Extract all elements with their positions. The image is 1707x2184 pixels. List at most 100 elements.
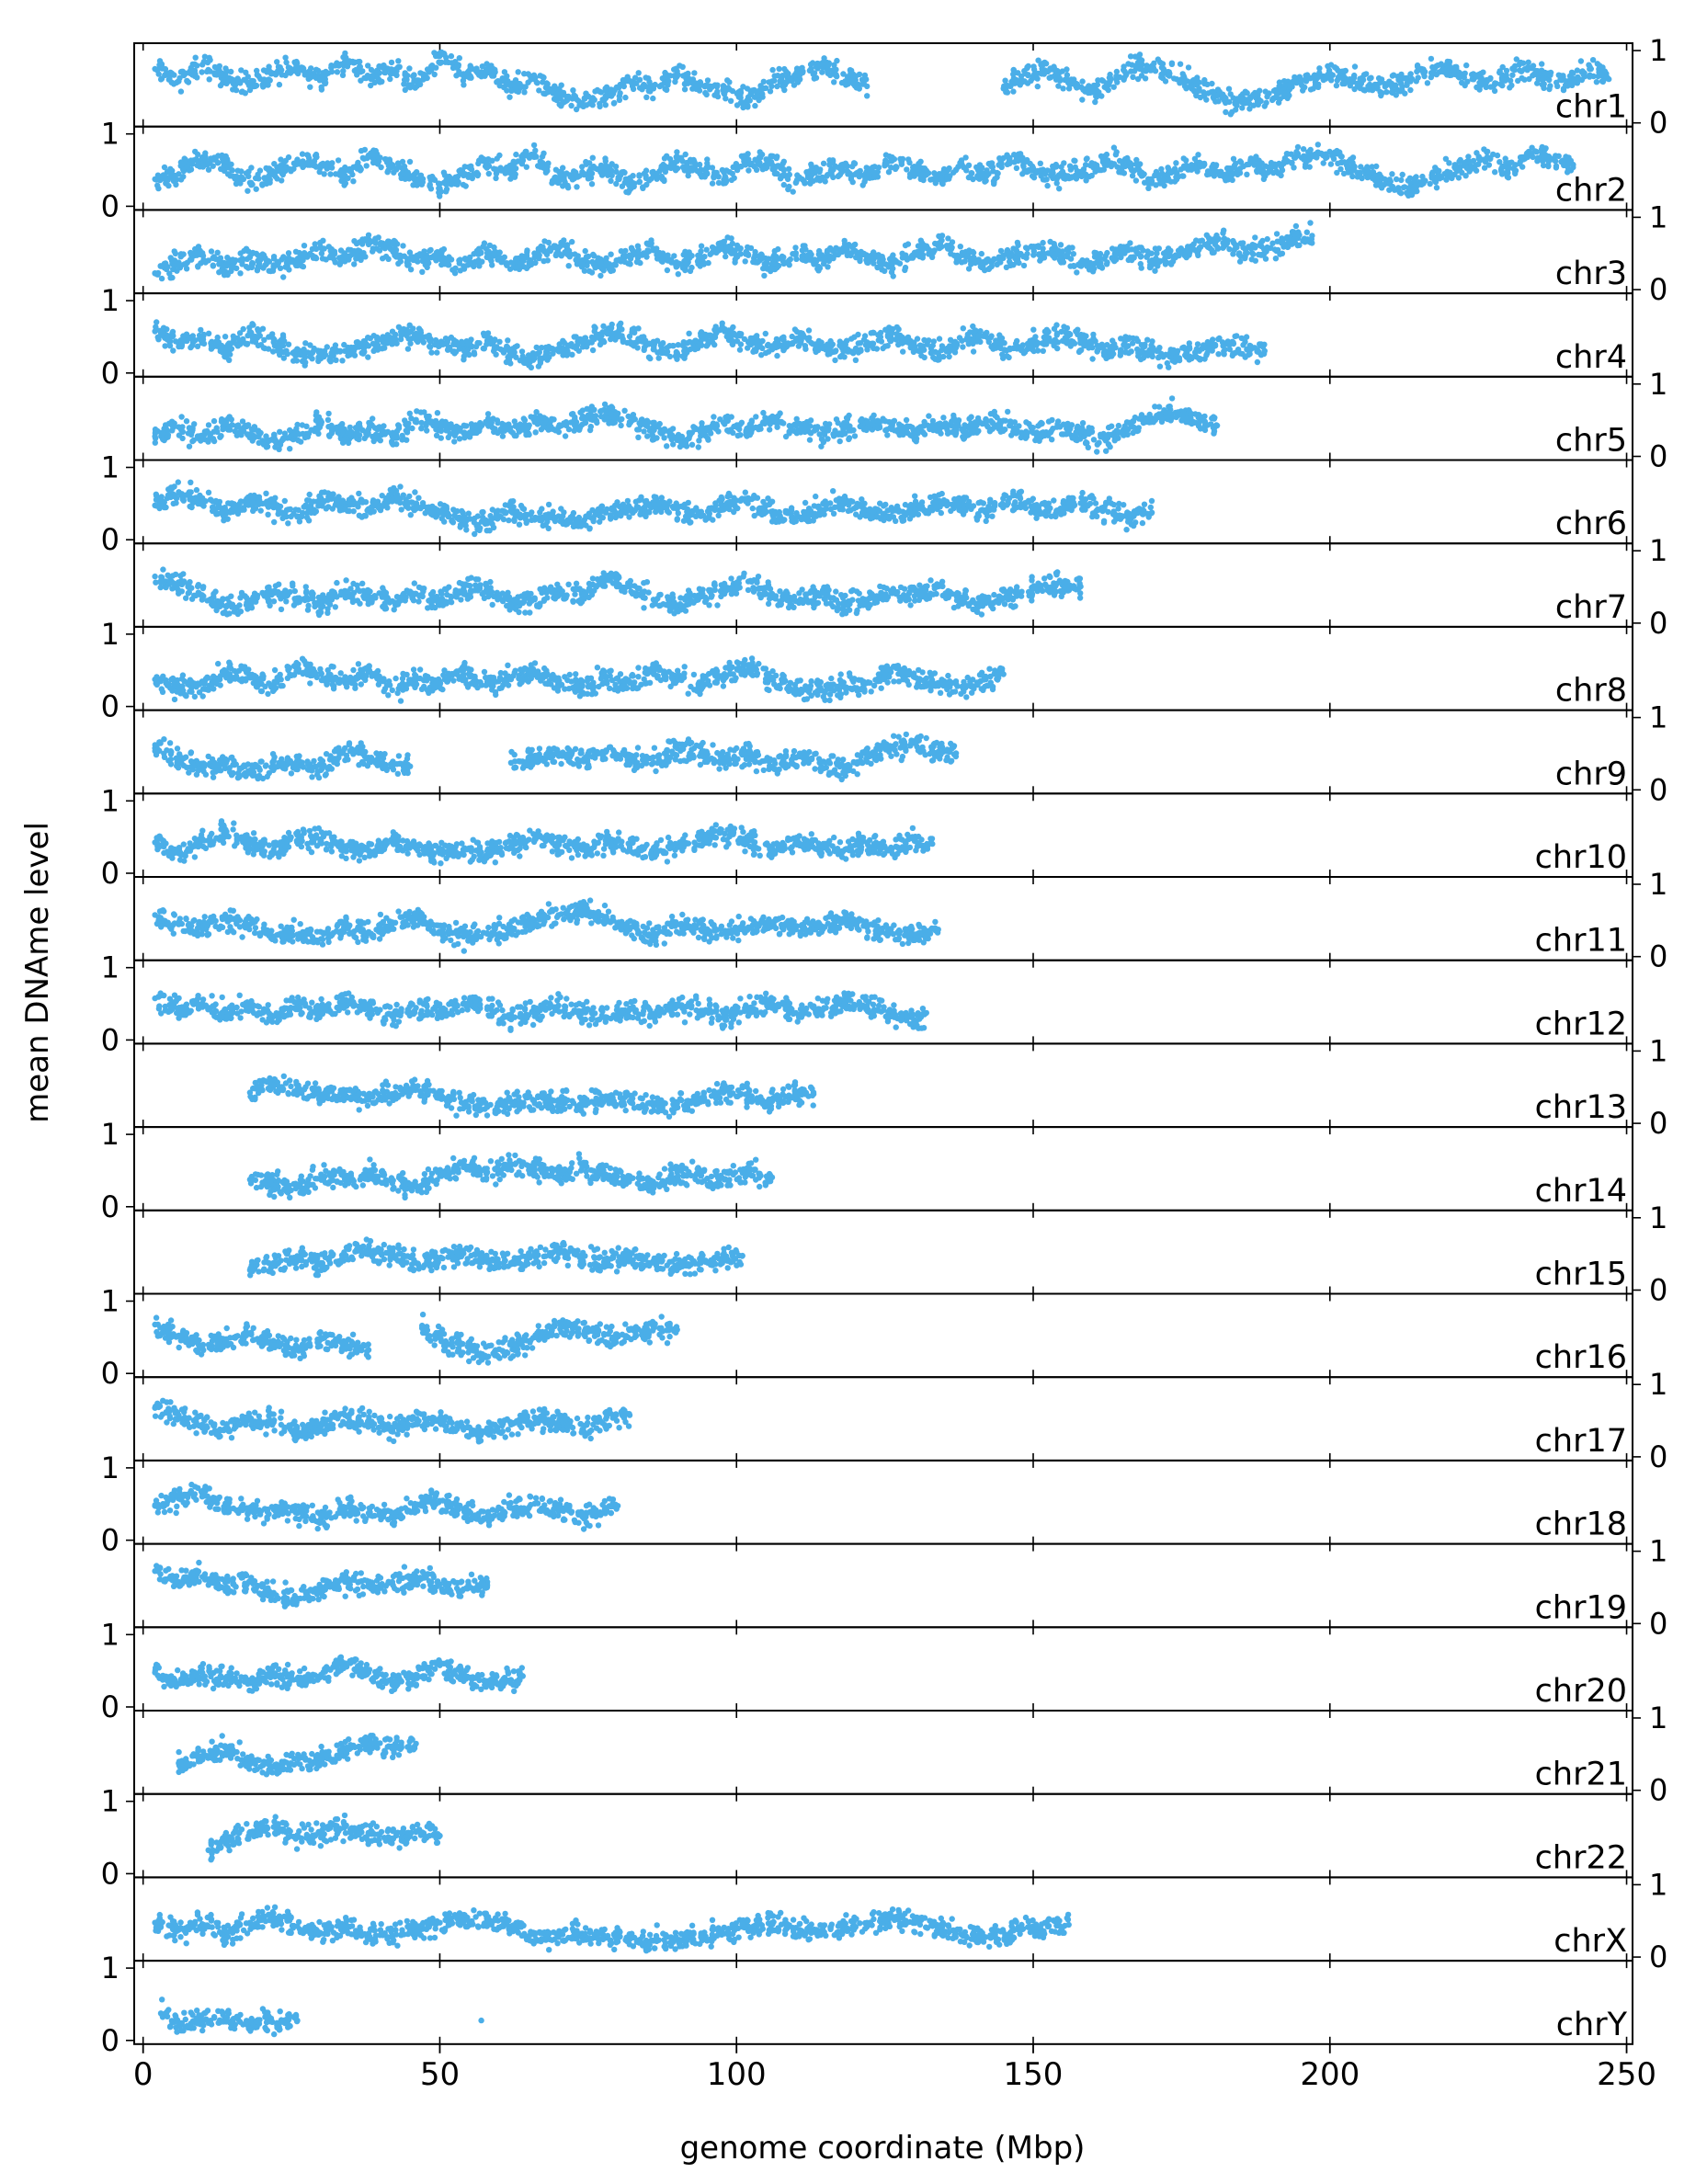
data-point [245, 188, 251, 194]
data-point [654, 173, 661, 179]
data-point [161, 260, 167, 267]
data-point [774, 83, 780, 90]
data-point [414, 178, 420, 185]
data-point [723, 167, 730, 174]
data-point [1271, 246, 1279, 253]
data-point [208, 248, 215, 255]
data-point [414, 83, 420, 89]
data-point [1168, 61, 1176, 68]
data-point [824, 173, 830, 179]
data-point [190, 67, 197, 74]
data-point [831, 79, 837, 85]
data-point [808, 164, 815, 170]
data-point [1420, 66, 1427, 73]
data-point [572, 93, 579, 100]
data-point [184, 163, 191, 170]
y-tick-label: 0 [1649, 106, 1667, 141]
data-point [163, 266, 170, 273]
data-point [882, 152, 890, 158]
data-point [696, 161, 703, 168]
data-point [430, 176, 437, 182]
data-point [313, 151, 320, 158]
data-point [740, 104, 746, 111]
data-point [683, 256, 689, 263]
data-point [939, 243, 945, 250]
data-point [727, 97, 734, 105]
data-point [843, 82, 849, 88]
data-point [404, 169, 411, 176]
data-point [340, 68, 347, 74]
data-point [700, 261, 707, 267]
data-point [1499, 63, 1506, 71]
data-point [1030, 175, 1038, 181]
data-point [328, 165, 336, 171]
data-point [836, 246, 842, 253]
data-point [732, 256, 738, 263]
data-point [285, 154, 292, 161]
data-point [644, 247, 651, 254]
data-point [604, 169, 610, 176]
data-point [737, 245, 744, 252]
data-point [389, 162, 396, 168]
data-point [681, 86, 688, 93]
data-point [597, 169, 604, 176]
data-point [201, 53, 209, 60]
data-point [452, 265, 459, 271]
data-point [438, 249, 445, 256]
data-point [1149, 63, 1155, 69]
data-point [418, 181, 426, 188]
data-point [365, 63, 371, 69]
data-point [1080, 86, 1087, 93]
data-point [370, 245, 376, 252]
data-point [764, 264, 770, 271]
data-point [532, 74, 539, 81]
data-point [1224, 237, 1231, 244]
data-point [195, 264, 201, 270]
data-point [655, 251, 663, 258]
data-point [666, 257, 673, 264]
data-point [484, 61, 490, 67]
data-point [478, 249, 484, 256]
data-point [1089, 85, 1097, 91]
data-point [1539, 144, 1546, 151]
data-point [1221, 227, 1227, 233]
data-point [342, 180, 349, 187]
data-point [757, 160, 763, 166]
data-point [1201, 80, 1208, 87]
data-point [253, 186, 259, 192]
data-point [1534, 72, 1541, 78]
data-point [1056, 74, 1063, 82]
data-point [1106, 74, 1113, 81]
data-point [1066, 163, 1074, 169]
data-point [471, 251, 477, 257]
data-point [199, 332, 206, 339]
data-point [1055, 83, 1062, 89]
data-point [210, 163, 216, 169]
data-point [424, 66, 431, 73]
data-point [665, 79, 671, 86]
data-point [462, 183, 469, 189]
data-point [360, 155, 368, 162]
data-point [704, 156, 711, 163]
data-point [586, 100, 593, 107]
data-point [1211, 249, 1217, 256]
data-point [1059, 168, 1066, 175]
data-point [503, 166, 509, 174]
data-point [778, 165, 784, 172]
data-point [905, 241, 912, 247]
data-point [701, 254, 708, 260]
data-point [842, 160, 849, 166]
data-point [310, 162, 316, 168]
data-point [397, 258, 404, 265]
data-point [1323, 152, 1329, 159]
data-point [1130, 74, 1136, 81]
data-point [1103, 151, 1110, 158]
data-point [450, 64, 457, 72]
data-point [1191, 155, 1199, 162]
data-point [1408, 75, 1416, 83]
data-point [319, 256, 326, 262]
data-point [1121, 66, 1127, 74]
data-point [1064, 252, 1071, 258]
data-point [843, 244, 849, 250]
data-point [1258, 251, 1265, 258]
